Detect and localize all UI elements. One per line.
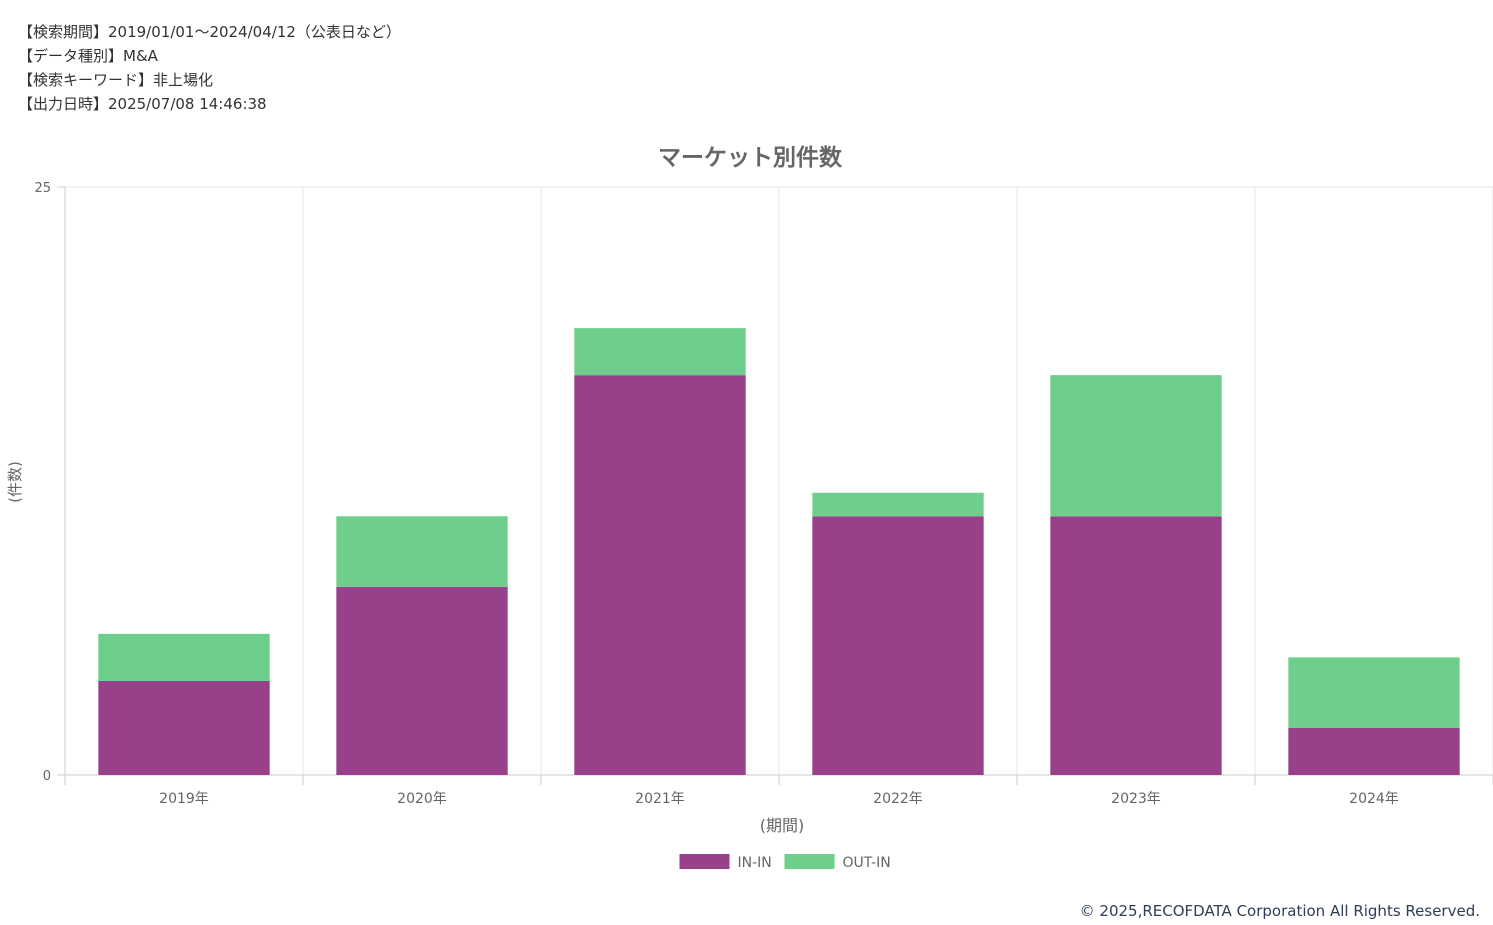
search-keyword-line: 【検索キーワード】非上場化: [18, 71, 214, 89]
legend-label: IN-IN: [738, 855, 772, 871]
bar-in-in-2023年: [1050, 516, 1222, 775]
x-tick-label: 2023年: [1111, 791, 1161, 807]
grid: [57, 186, 1493, 785]
bar-in-in-2019年: [98, 680, 270, 775]
bar-out-in-2020年: [336, 516, 508, 587]
x-tick-label: 2024年: [1349, 791, 1399, 807]
x-axis-label: (期間): [760, 816, 805, 835]
bar-out-in-2024年: [1288, 657, 1460, 728]
legend-item-in-in: IN-IN: [679, 854, 772, 871]
bars: [98, 328, 1460, 775]
copyright-footer: © 2025,RECOFDATA Corporation All Rights …: [1079, 902, 1480, 920]
x-tick-label: 2020年: [397, 791, 447, 807]
bar-in-in-2024年: [1288, 727, 1460, 775]
bar-out-in-2023年: [1050, 375, 1222, 517]
bar-out-in-2022年: [812, 492, 984, 517]
bar-in-in-2020年: [336, 586, 508, 775]
bar-in-in-2022年: [812, 516, 984, 775]
y-tick-label: 25: [34, 181, 51, 196]
tick-labels: 0 25 2019年 2020年 2021年 2022年 2023年 2024年: [34, 181, 1398, 807]
data-type-line: 【データ種別】M&A: [18, 47, 158, 65]
legend-swatch: [679, 854, 730, 869]
x-tick-label: 2021年: [635, 791, 685, 807]
bar-out-in-2019年: [98, 633, 270, 681]
bar-out-in-2021年: [574, 328, 746, 376]
search-period-line: 【検索期間】2019/01/01～2024/04/12（公表日など）: [18, 23, 401, 41]
y-tick-label: 0: [43, 769, 51, 784]
market-count-chart: マーケット別件数 (件数) (期間) 0 25 2019年 2020年 2021年 202…: [6, 145, 1493, 871]
search-conditions: 【検索期間】2019/01/01～2024/04/12（公表日など） 【データ種…: [18, 20, 401, 116]
legend: IN-IN OUT-IN: [679, 854, 891, 871]
bar-in-in-2021年: [574, 375, 746, 775]
legend-label: OUT-IN: [843, 855, 891, 871]
output-datetime-line: 【出力日時】2025/07/08 14:46:38: [18, 95, 267, 113]
legend-swatch: [784, 854, 835, 869]
x-tick-label: 2022年: [873, 791, 923, 807]
y-axis-label: (件数): [6, 461, 24, 503]
x-tick-label: 2019年: [159, 791, 209, 807]
chart-title: マーケット別件数: [658, 145, 843, 171]
legend-item-out-in: OUT-IN: [784, 854, 891, 871]
